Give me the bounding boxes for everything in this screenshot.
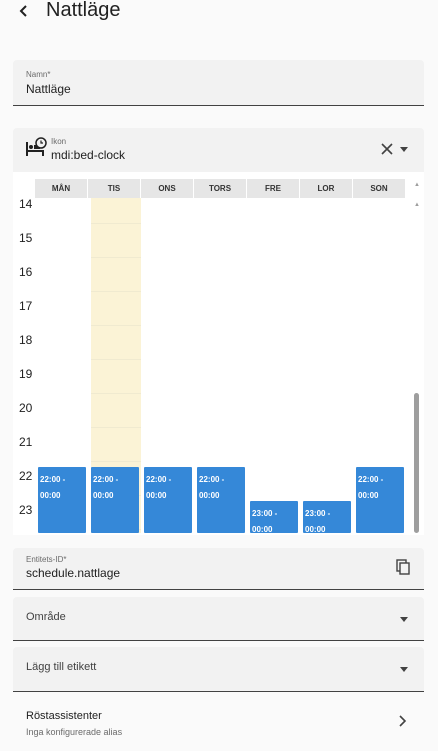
label-select[interactable]: Lägg till etikett — [13, 647, 424, 692]
grid-line — [91, 461, 141, 462]
entity-id-value[interactable]: schedule.nattlage — [26, 566, 121, 580]
block-start-time: 22:00 - — [146, 475, 172, 484]
schedule-block[interactable]: 22:00 - 00:00 — [144, 467, 192, 533]
chevron-down-icon[interactable] — [399, 144, 409, 154]
icon-field-label: Ikon — [51, 137, 67, 146]
day-header[interactable]: ONS — [141, 179, 193, 198]
chevron-down-icon[interactable] — [399, 614, 409, 624]
hour-label: 18 — [19, 333, 33, 347]
grid-line — [91, 393, 141, 394]
page-title: Nattläge — [46, 0, 121, 21]
schedule-block[interactable]: 22:00 - 00:00 — [356, 467, 404, 533]
entity-id-field[interactable]: Entitets-ID* schedule.nattlage — [13, 548, 424, 590]
schedule-block[interactable]: 22:00 - 00:00 — [38, 467, 86, 533]
grid-line — [91, 291, 141, 292]
schedule-block[interactable]: 23:00 - 00:00 — [303, 501, 351, 534]
icon-field-value[interactable]: mdi:bed-clock — [51, 148, 126, 162]
block-end-time: 00:00 — [305, 525, 326, 534]
block-end-time: 00:00 — [93, 491, 114, 500]
block-end-time: 00:00 — [199, 491, 220, 500]
hour-label: 20 — [19, 401, 33, 415]
back-button[interactable] — [12, 0, 36, 22]
top-app-bar: Nattläge — [0, 0, 438, 24]
chevron-down-icon[interactable] — [399, 664, 409, 674]
area-select[interactable]: Område — [13, 597, 424, 641]
grid-line — [91, 325, 141, 326]
voice-assistants-title: Röstassistenter — [26, 710, 102, 722]
hour-label: 14 — [19, 197, 33, 211]
block-end-time: 00:00 — [40, 491, 61, 500]
hour-label: 22 — [19, 469, 33, 483]
day-header[interactable]: FRE — [247, 179, 299, 198]
arrow-back-icon — [19, 5, 27, 17]
day-header-row: MÅN TIS ONS TORS FRE LOR SON — [35, 179, 407, 198]
entity-id-label: Entitets-ID* — [26, 555, 67, 564]
schedule-block[interactable]: 22:00 - 00:00 — [91, 467, 139, 533]
bed-clock-icon — [26, 137, 47, 156]
day-header[interactable]: TORS — [194, 179, 246, 198]
block-start-time: 22:00 - — [358, 475, 384, 484]
name-field-label: Namn* — [26, 70, 51, 79]
name-field[interactable]: Namn* Nattläge — [13, 60, 424, 106]
copy-icon[interactable] — [395, 559, 411, 575]
scroll-up-icon[interactable]: ▲ — [414, 202, 420, 208]
block-end-time: 00:00 — [146, 491, 167, 500]
grid-line — [91, 257, 141, 258]
block-start-time: 23:00 - — [305, 509, 331, 518]
day-header[interactable]: TIS — [88, 179, 140, 198]
grid-line — [91, 359, 141, 360]
schedule-block[interactable]: 23:00 - 00:00 — [250, 501, 298, 534]
block-start-time: 22:00 - — [40, 475, 66, 484]
hour-label: 23 — [19, 503, 33, 517]
close-icon[interactable] — [380, 142, 394, 156]
hour-label: 19 — [19, 367, 33, 381]
hour-label: 21 — [19, 435, 33, 449]
scrollbar-thumb[interactable] — [414, 393, 419, 533]
block-end-time: 00:00 — [252, 525, 273, 534]
grid-line — [91, 223, 141, 224]
label-select-placeholder: Lägg till etikett — [26, 661, 97, 673]
name-field-value[interactable]: Nattläge — [26, 82, 71, 96]
hour-label: 16 — [19, 265, 33, 279]
day-header[interactable]: SON — [353, 179, 405, 198]
hour-label: 17 — [19, 299, 33, 313]
block-start-time: 22:00 - — [93, 475, 119, 484]
week-schedule-grid[interactable]: MÅN TIS ONS TORS FRE LOR SON 14 15 16 17 18 19 20 21 2… — [13, 172, 424, 535]
block-start-time: 22:00 - — [199, 475, 225, 484]
block-end-time: 00:00 — [358, 491, 379, 500]
icon-picker-field[interactable]: Ikon mdi:bed-clock — [13, 128, 424, 172]
voice-assistants-subtitle: Inga konfigurerade alias — [26, 727, 123, 737]
schedule-block[interactable]: 22:00 - 00:00 — [197, 467, 245, 533]
day-header[interactable]: LOR — [300, 179, 352, 198]
grid-line — [91, 427, 141, 428]
block-start-time: 23:00 - — [252, 509, 278, 518]
chevron-right-icon — [399, 715, 407, 727]
scroll-down-arrow-icon[interactable]: ▼ — [414, 524, 420, 530]
day-header[interactable]: MÅN — [35, 179, 87, 198]
voice-assistants-row[interactable]: Röstassistenter Inga konfigurerade alias — [13, 697, 424, 745]
area-select-placeholder: Område — [26, 611, 66, 623]
scroll-up-arrow-icon[interactable]: ▲ — [414, 182, 420, 188]
hour-label: 15 — [19, 231, 33, 245]
